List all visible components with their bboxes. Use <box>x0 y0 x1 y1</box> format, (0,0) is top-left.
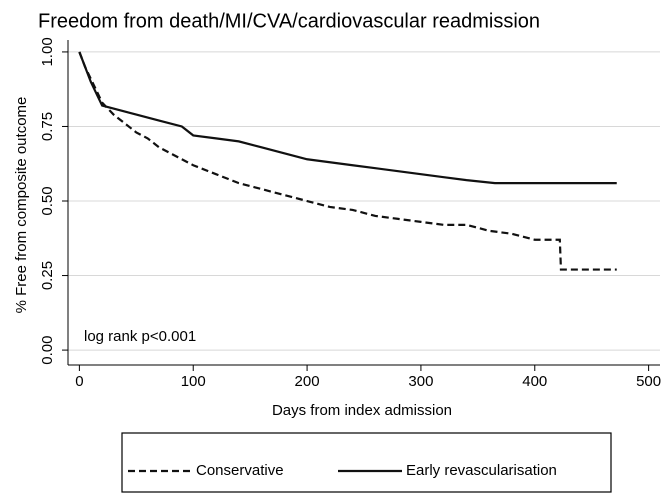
x-tick-label: 0 <box>75 373 83 390</box>
y-tick-label: 0.00 <box>39 335 56 364</box>
survival-line <box>78 51 617 271</box>
y-tick-label: 0.25 <box>39 261 56 290</box>
y-axis-label: % Free from composite outcome <box>13 97 30 314</box>
x-tick-label: 500 <box>636 373 661 390</box>
x-axis-label: Days from index admission <box>272 402 452 419</box>
legend-label: Conservative <box>196 462 284 479</box>
y-tick-label: 1.00 <box>39 37 56 66</box>
x-tick-label: 200 <box>295 373 320 390</box>
y-tick-label: 0.75 <box>39 112 56 141</box>
x-tick-label: 400 <box>522 373 547 390</box>
chart-title: Freedom from death/MI/CVA/cardiovascular… <box>38 10 540 32</box>
legend-label: Early revascularisation <box>406 462 557 479</box>
x-tick-label: 100 <box>181 373 206 390</box>
y-tick-label: 0.50 <box>39 186 56 215</box>
x-tick-label: 300 <box>408 373 433 390</box>
survival-line <box>78 51 617 185</box>
annotation: log rank p<0.001 <box>84 328 196 345</box>
legend-box <box>121 432 612 493</box>
